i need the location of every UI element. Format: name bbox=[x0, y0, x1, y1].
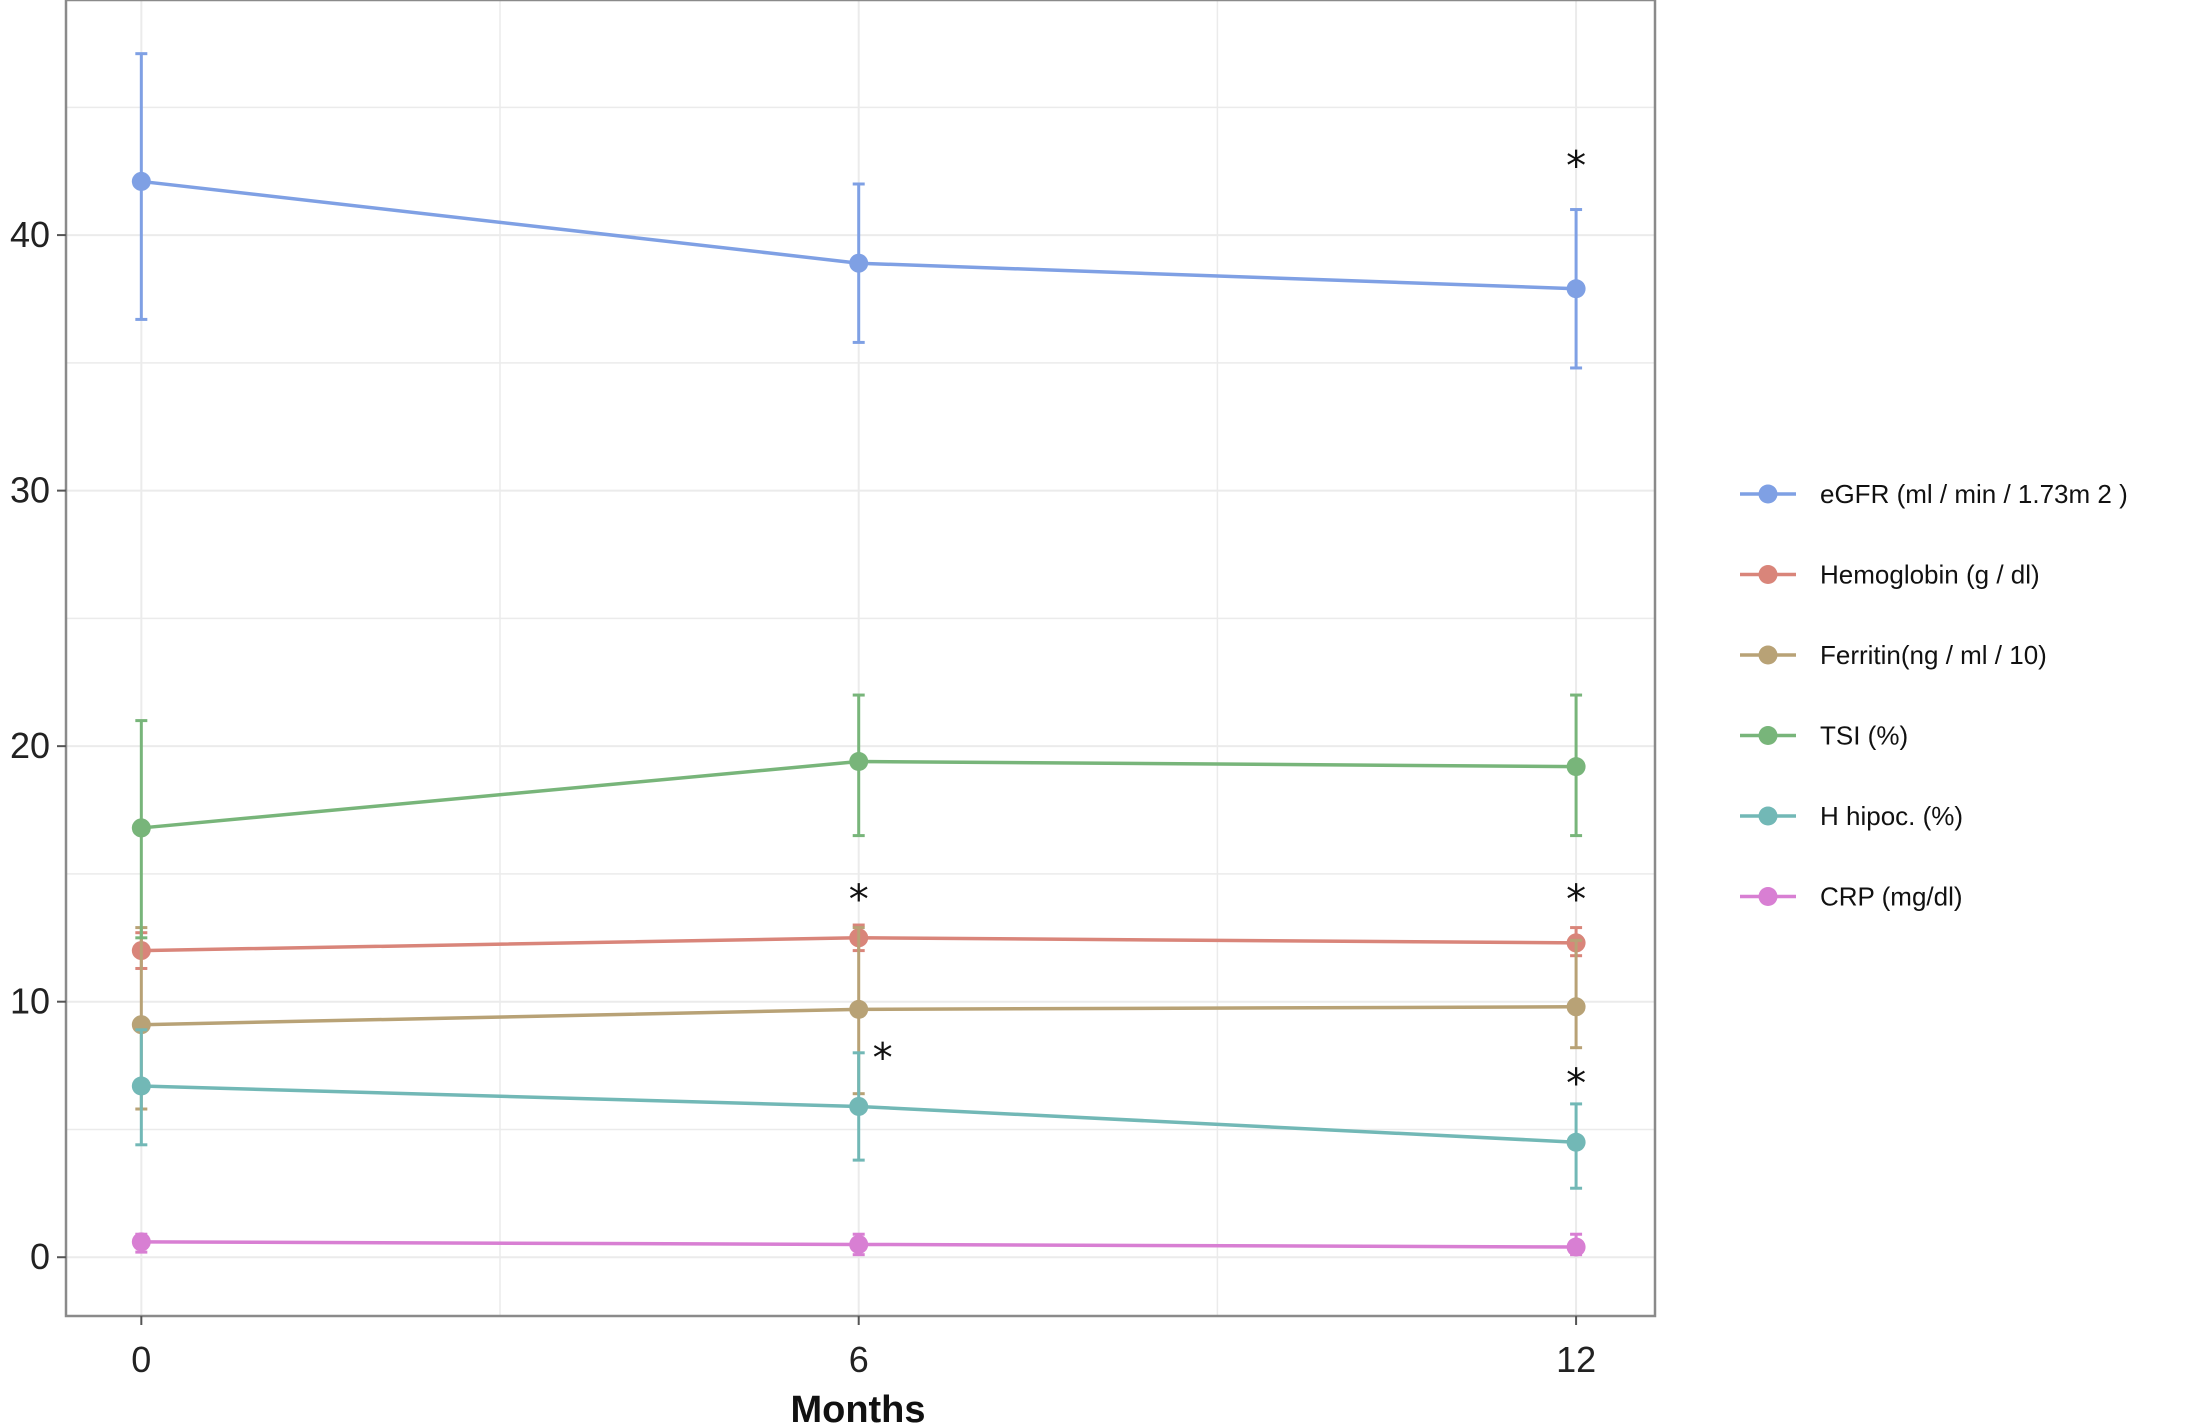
data-point bbox=[849, 751, 869, 771]
series-3 bbox=[131, 693, 1586, 940]
significance-marker: * bbox=[849, 877, 869, 923]
plot-border bbox=[64, 0, 1657, 1318]
significance-marker: * bbox=[1566, 144, 1586, 190]
legend-item: TSI (%) bbox=[1740, 721, 1908, 751]
data-point bbox=[849, 1096, 869, 1116]
annotations: * * * * * bbox=[849, 144, 1586, 1107]
data-point bbox=[1566, 1237, 1586, 1257]
data-point bbox=[849, 999, 869, 1019]
y-tick-label: 20 bbox=[10, 725, 50, 766]
legend-swatch-point bbox=[1758, 726, 1778, 745]
legend-label: Hemoglobin (g / dl) bbox=[1820, 560, 2040, 590]
x-axis-title: Months bbox=[790, 1389, 925, 1427]
data-point bbox=[131, 1076, 151, 1096]
legend: eGFR (ml / min / 1.73m 2 ) Hemoglobin (g … bbox=[1740, 479, 2128, 912]
legend-swatch-point bbox=[1758, 565, 1778, 584]
data-point bbox=[1566, 757, 1586, 777]
y-tick-label: 0 bbox=[30, 1236, 50, 1277]
axis-ticks: 0 10 20 30 40 0 6 12 bbox=[10, 214, 1596, 1380]
data-point bbox=[1566, 997, 1586, 1017]
legend-swatch-point bbox=[1758, 645, 1778, 665]
significance-marker: * bbox=[873, 1035, 893, 1081]
series-0 bbox=[131, 52, 1586, 370]
legend-item: CRP (mg/dl) bbox=[1740, 882, 1963, 912]
y-tick-label: 40 bbox=[10, 214, 50, 255]
legend-item: Ferritin(ng / ml / 10) bbox=[1740, 640, 2047, 670]
x-tick-label: 12 bbox=[1556, 1339, 1596, 1380]
x-tick-label: 6 bbox=[849, 1339, 869, 1380]
legend-label: CRP (mg/dl) bbox=[1820, 882, 1963, 912]
legend-label: H hipoc. (%) bbox=[1820, 801, 1963, 831]
significance-marker: * bbox=[1566, 877, 1586, 923]
legend-item: H hipoc. (%) bbox=[1740, 801, 1963, 831]
data-point bbox=[131, 1232, 151, 1252]
series-4 bbox=[131, 1028, 1586, 1190]
y-tick-label: 30 bbox=[10, 470, 50, 511]
data-point bbox=[131, 171, 151, 191]
legend-swatch-point bbox=[1758, 484, 1778, 504]
data-point bbox=[131, 818, 151, 838]
data-point bbox=[1566, 279, 1586, 299]
significance-marker: * bbox=[1566, 1061, 1586, 1107]
plot-background bbox=[66, 0, 1655, 1316]
series-5 bbox=[131, 1232, 1586, 1257]
legend-label: Ferritin(ng / ml / 10) bbox=[1820, 640, 2047, 670]
legend-swatch-point bbox=[1758, 806, 1778, 826]
legend-item: eGFR (ml / min / 1.73m 2 ) bbox=[1740, 479, 2128, 509]
data-point bbox=[849, 1234, 869, 1254]
legend-swatch-point bbox=[1758, 887, 1778, 906]
series-layer bbox=[131, 52, 1586, 1257]
legend-label: eGFR (ml / min / 1.73m 2 ) bbox=[1820, 479, 2128, 509]
data-point bbox=[1566, 1132, 1586, 1152]
x-tick-label: 0 bbox=[131, 1339, 151, 1380]
legend-item: Hemoglobin (g / dl) bbox=[1740, 560, 2040, 590]
data-point bbox=[849, 253, 869, 273]
y-tick-label: 10 bbox=[10, 981, 50, 1022]
legend-label: TSI (%) bbox=[1820, 721, 1908, 751]
